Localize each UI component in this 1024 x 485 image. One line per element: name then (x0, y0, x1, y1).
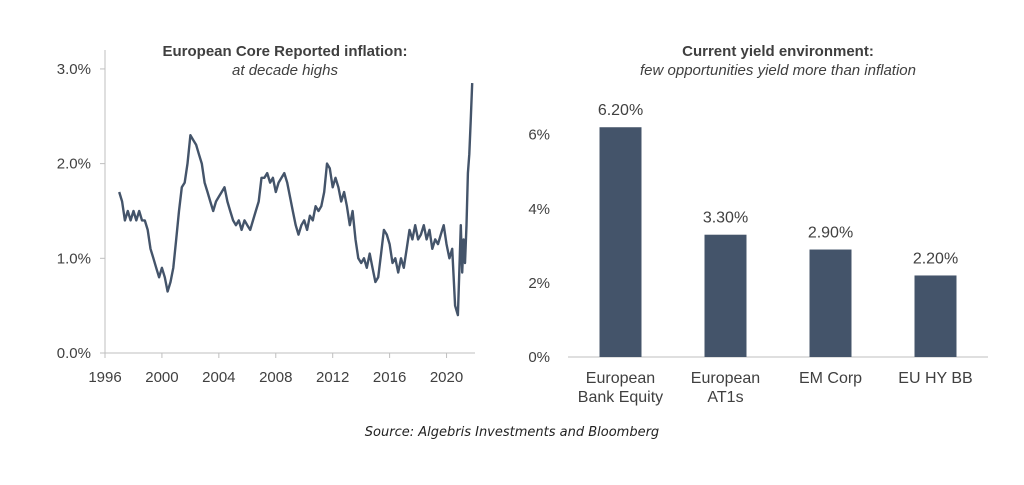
category-label: AT1s (707, 389, 743, 406)
bar (599, 127, 642, 357)
left-y-tick-label: 3.0% (57, 61, 91, 78)
left-x-tick-label: 2000 (145, 369, 178, 386)
right-y-tick-label: 0% (528, 349, 550, 366)
right-y-tick-label: 6% (528, 127, 550, 144)
left-x-tick-label: 2012 (316, 369, 349, 386)
category-label: European (691, 370, 760, 387)
category-label: EU HY BB (898, 370, 972, 387)
left-y-tick-label: 1.0% (57, 250, 91, 267)
left-x-tick-label: 2020 (430, 369, 463, 386)
left-chart-title: European Core Reported inflation: (162, 43, 408, 60)
left-y-tick-label: 2.0% (57, 156, 91, 173)
bar-data-label: 6.20% (598, 102, 643, 119)
left-x-tick-label: 2016 (373, 369, 406, 386)
category-label: Bank Equity (578, 389, 663, 406)
right-chart-title: Current yield environment: (682, 43, 874, 60)
bar (809, 249, 852, 357)
bar-data-label: 2.90% (808, 225, 853, 242)
bar (704, 234, 747, 357)
left-chart-subtitle: at decade highs (232, 62, 338, 79)
left-x-tick-label: 1996 (88, 369, 121, 386)
bar (914, 275, 957, 357)
source-note: Source: Algebris Investments and Bloombe… (364, 425, 660, 440)
category-label: EM Corp (799, 370, 862, 387)
right-chart-subtitle: few opportunities yield more than inflat… (640, 62, 916, 79)
category-label: European (586, 370, 655, 387)
right-y-tick-label: 2% (528, 275, 550, 292)
left-x-tick-label: 2008 (259, 369, 292, 386)
inflation-line (118, 83, 474, 317)
bar-data-label: 3.30% (703, 210, 748, 227)
left-y-tick-label: 0.0% (57, 345, 91, 362)
right-y-tick-label: 4% (528, 201, 550, 218)
left-x-tick-label: 2004 (202, 369, 235, 386)
bar-data-label: 2.20% (913, 250, 958, 267)
